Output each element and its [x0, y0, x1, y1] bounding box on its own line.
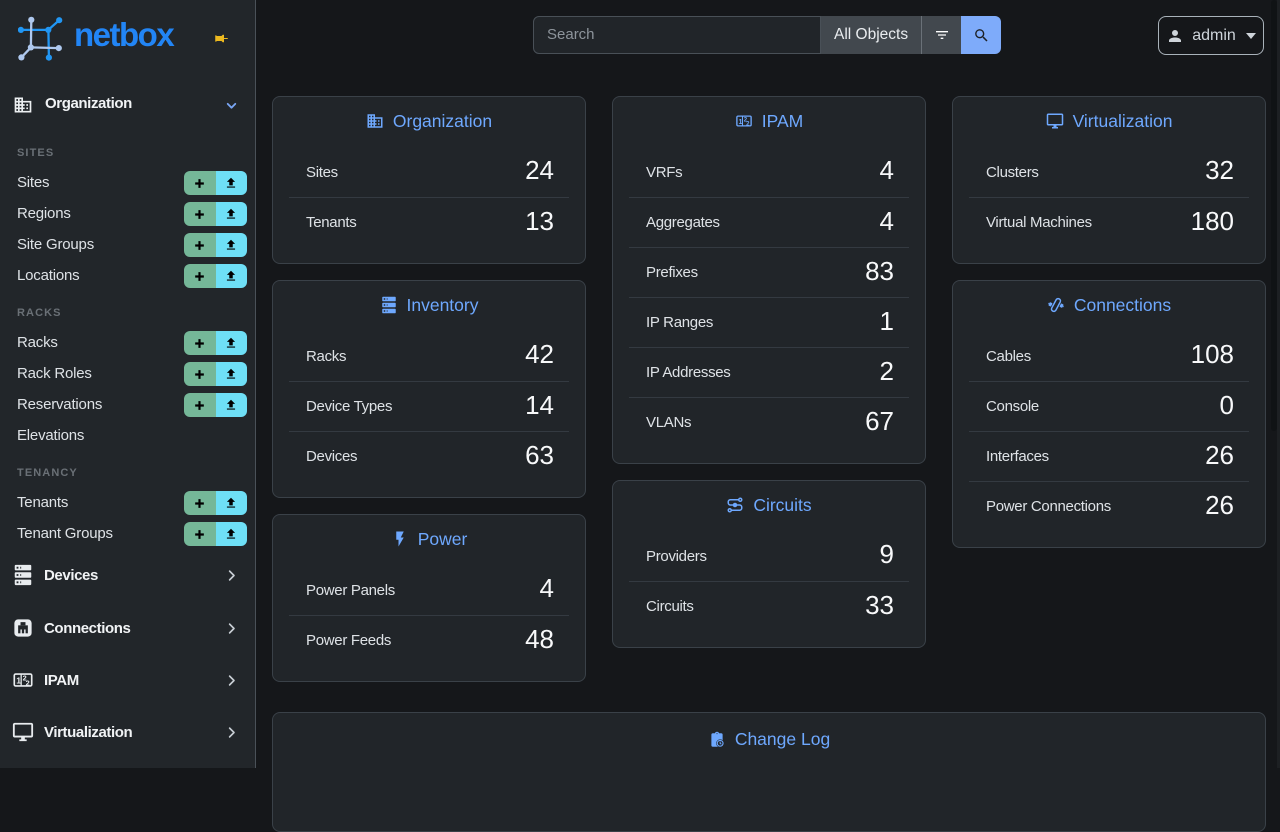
- svg-text:1: 1: [16, 676, 21, 686]
- svg-text:2: 2: [26, 679, 30, 688]
- svg-text:1: 1: [738, 118, 742, 126]
- svg-text:2: 2: [746, 122, 750, 128]
